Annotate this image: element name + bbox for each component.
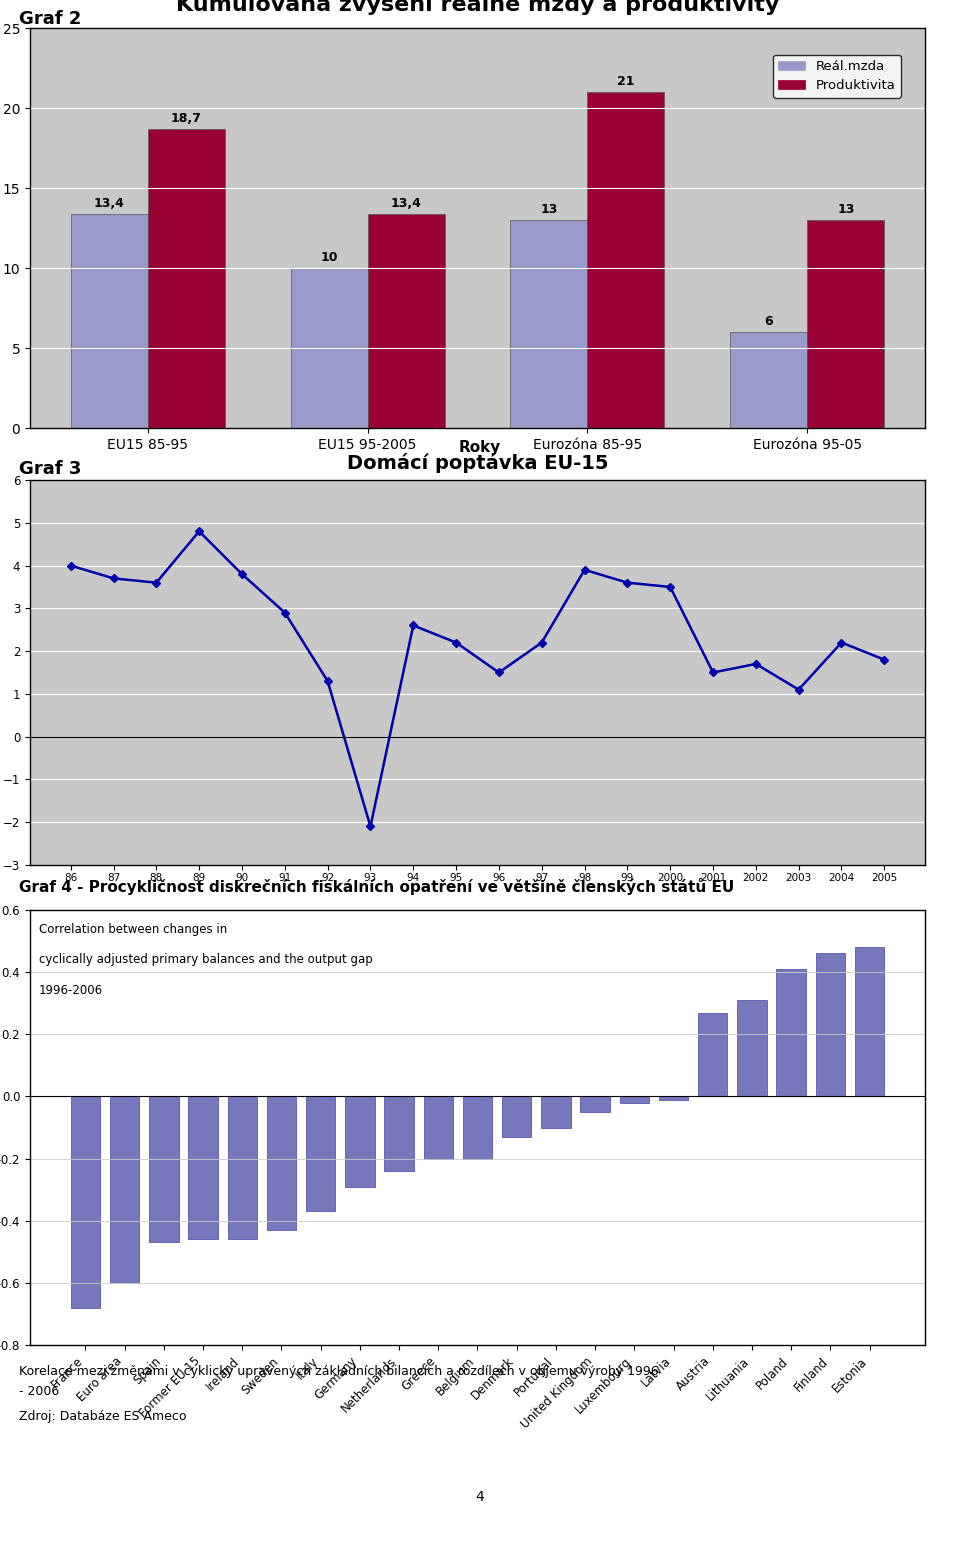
Bar bbox=[731, 332, 807, 427]
Bar bbox=[148, 128, 225, 427]
Text: 13,4: 13,4 bbox=[391, 196, 421, 210]
Bar bbox=[511, 221, 588, 427]
Text: Roky: Roky bbox=[459, 440, 501, 455]
Bar bbox=[291, 268, 368, 427]
Bar bbox=[71, 1097, 100, 1308]
Bar bbox=[588, 93, 664, 427]
Bar bbox=[816, 954, 845, 1097]
Text: 21: 21 bbox=[617, 76, 635, 88]
Text: Correlation between changes in: Correlation between changes in bbox=[39, 923, 228, 937]
Text: Graf 3: Graf 3 bbox=[19, 460, 82, 478]
Bar bbox=[737, 1000, 767, 1097]
Text: Graf 2: Graf 2 bbox=[19, 9, 82, 28]
Title: Kumulovaná zvýšení reálné mzdy a produktivity: Kumulovaná zvýšení reálné mzdy a produkt… bbox=[176, 0, 780, 15]
Bar bbox=[384, 1097, 414, 1171]
Bar bbox=[306, 1097, 335, 1211]
Bar bbox=[423, 1097, 453, 1159]
Bar bbox=[619, 1097, 649, 1103]
Bar bbox=[777, 969, 805, 1097]
Bar bbox=[228, 1097, 257, 1239]
Bar bbox=[109, 1097, 139, 1282]
Bar bbox=[463, 1097, 492, 1159]
Text: 18,7: 18,7 bbox=[171, 111, 202, 125]
Bar bbox=[807, 221, 884, 427]
Title: Domácí poptávka EU-15: Domácí poptávka EU-15 bbox=[347, 454, 609, 472]
Text: Zdroj: Databáze ES Ameco: Zdroj: Databáze ES Ameco bbox=[19, 1410, 186, 1423]
Text: Graf 4 - Procykličnost diskrečních fiskálních opatření ve většině členských stát: Graf 4 - Procykličnost diskrečních fiská… bbox=[19, 878, 734, 895]
Text: Korelace mezi změnami v cyklicky upravených základních bilancích a rozdílech v o: Korelace mezi změnami v cyklicky upraven… bbox=[19, 1366, 659, 1378]
Bar bbox=[346, 1097, 374, 1187]
Legend: Reál.mzda, Produktivita: Reál.mzda, Produktivita bbox=[773, 54, 900, 97]
Bar bbox=[698, 1012, 728, 1097]
Bar bbox=[267, 1097, 296, 1230]
Bar bbox=[368, 213, 444, 427]
Text: 1996-2006: 1996-2006 bbox=[39, 984, 103, 997]
Text: 6: 6 bbox=[764, 315, 773, 329]
Text: 13,4: 13,4 bbox=[94, 196, 125, 210]
Text: 13: 13 bbox=[540, 204, 558, 216]
Bar bbox=[502, 1097, 532, 1137]
Bar bbox=[541, 1097, 570, 1128]
Bar bbox=[71, 213, 148, 427]
Bar bbox=[188, 1097, 218, 1239]
Bar bbox=[149, 1097, 179, 1242]
Text: cyclically adjusted primary balances and the output gap: cyclically adjusted primary balances and… bbox=[39, 954, 372, 966]
Text: 13: 13 bbox=[837, 204, 854, 216]
Text: 10: 10 bbox=[321, 252, 338, 264]
Bar bbox=[855, 947, 884, 1097]
Bar bbox=[581, 1097, 610, 1113]
Text: 4: 4 bbox=[475, 1491, 485, 1504]
Text: - 2006: - 2006 bbox=[19, 1386, 60, 1398]
Bar bbox=[659, 1097, 688, 1100]
